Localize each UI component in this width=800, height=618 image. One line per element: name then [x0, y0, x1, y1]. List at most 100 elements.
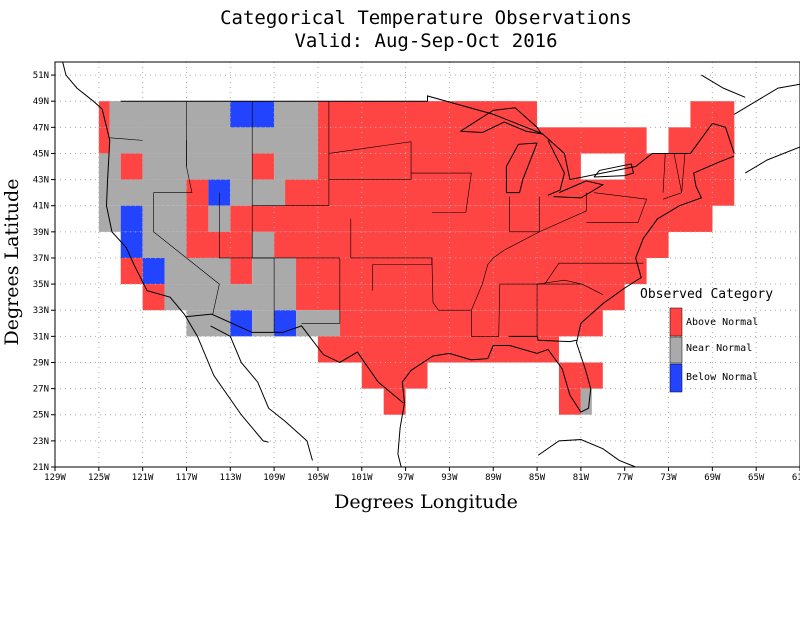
- x-tick-labels: 129W 125W 121W 117W 113W 109W 105W 101W 97W 93W 89…: [44, 467, 800, 483]
- category-cell: [252, 310, 275, 337]
- state-border: [536, 279, 603, 337]
- x-tick-label: 73W: [660, 473, 677, 483]
- category-cell: [98, 127, 110, 154]
- category-cell: [98, 101, 110, 128]
- legend-label-below: Below Normal: [686, 372, 758, 383]
- category-cell: [230, 310, 253, 337]
- y-tick-label: 45N: [33, 149, 49, 159]
- x-tick-label: 69W: [704, 473, 721, 483]
- legend-swatch-below: [669, 363, 683, 393]
- category-cell: [580, 388, 592, 415]
- x-tick-label: 121W: [132, 473, 154, 483]
- state-border: [411, 172, 472, 213]
- coastline: [508, 335, 577, 343]
- state-border: [662, 153, 666, 193]
- category-cell: [109, 101, 231, 128]
- legend-label-near: Near Normal: [686, 343, 752, 354]
- coastline: [553, 180, 605, 199]
- y-tick-label: 51N: [33, 71, 49, 81]
- legend-swatch-above: [669, 307, 683, 337]
- coastline: [62, 61, 103, 110]
- category-cell: [120, 205, 143, 232]
- coastline: [593, 163, 635, 178]
- y-tick-label: 29N: [33, 358, 49, 368]
- legend-swatch-near: [669, 336, 683, 364]
- category-cell: [317, 336, 559, 363]
- coastline: [505, 142, 538, 194]
- y-tick-label: 49N: [33, 97, 49, 107]
- category-cell: [383, 388, 406, 415]
- category-cell: [120, 153, 143, 180]
- legend-label-above: Above Normal: [686, 317, 758, 328]
- state-border: [509, 196, 540, 233]
- x-tick-label: 129W: [44, 473, 66, 483]
- coastline: [401, 155, 735, 413]
- category-cell: [120, 231, 143, 258]
- x-tick-label: 125W: [88, 473, 110, 483]
- category-cell: [142, 257, 165, 285]
- category-cell: [558, 362, 603, 389]
- category-cell: [274, 101, 318, 128]
- x-tick-label: 89W: [485, 473, 502, 483]
- category-cell: [109, 127, 318, 154]
- x-tick-label: 65W: [748, 473, 765, 483]
- state-border: [328, 141, 412, 180]
- category-cell: [252, 231, 275, 258]
- y-tick-label: 25N: [33, 411, 49, 421]
- y-tick-labels: 21N 23N 25N 27N 29N 31N 33N 35N 37N 39N 41N 43N 45N 4…: [33, 71, 55, 473]
- state-border: [219, 192, 341, 324]
- category-cell: [230, 179, 286, 206]
- x-tick-label: 117W: [176, 473, 198, 483]
- category-cell: [142, 153, 253, 180]
- category-cell: [296, 257, 647, 285]
- category-cell: [142, 231, 187, 258]
- coastline: [744, 146, 800, 174]
- x-tick-label: 105W: [307, 473, 329, 483]
- category-cell: [274, 153, 318, 180]
- y-tick-label: 43N: [33, 176, 49, 186]
- x-tick-label: 113W: [219, 473, 241, 483]
- coastline: [101, 108, 269, 443]
- coastlines-borders: [62, 61, 800, 468]
- category-cell: [317, 205, 713, 232]
- category-cell: [98, 153, 121, 180]
- coastline: [460, 107, 543, 135]
- x-tick-label: 61W: [792, 473, 800, 483]
- x-tick-label: 81W: [573, 473, 590, 483]
- legend: Observed Category Above Normal Near Norm…: [640, 287, 773, 393]
- category-cell: [142, 205, 187, 232]
- map-subtitle: Valid: Aug-Sep-Oct 2016: [294, 30, 557, 52]
- category-cell: [98, 205, 121, 232]
- y-tick-label: 39N: [33, 228, 49, 238]
- state-border: [251, 101, 330, 207]
- category-cell: [646, 231, 669, 258]
- state-border: [109, 137, 143, 141]
- y-tick-label: 47N: [33, 123, 49, 133]
- y-tick-label: 31N: [33, 332, 49, 342]
- category-cell: [296, 284, 625, 311]
- x-tick-label: 109W: [263, 473, 285, 483]
- x-tick-label: 77W: [617, 473, 634, 483]
- y-tick-label: 21N: [33, 463, 49, 473]
- y-tick-label: 41N: [33, 202, 49, 212]
- x-tick-label: 101W: [351, 473, 373, 483]
- category-cell: [186, 179, 209, 206]
- coastline: [547, 140, 565, 196]
- state-border: [662, 153, 683, 200]
- legend-title: Observed Category: [640, 287, 773, 302]
- category-cell: [317, 101, 516, 128]
- y-tick-label: 35N: [33, 280, 49, 290]
- y-tick-label: 33N: [33, 306, 49, 316]
- map-frame: [54, 61, 800, 468]
- y-axis-label: Degrees Latitude: [1, 179, 23, 346]
- category-cell: [230, 257, 253, 285]
- y-tick-label: 37N: [33, 254, 49, 264]
- coastline: [537, 439, 636, 468]
- category-cell: [274, 231, 669, 258]
- x-tick-label: 93W: [441, 473, 458, 483]
- x-axis-label: Degrees Longitude: [334, 491, 518, 513]
- x-tick-label: 97W: [397, 473, 414, 483]
- coastline: [701, 74, 746, 98]
- category-cell: [252, 153, 275, 180]
